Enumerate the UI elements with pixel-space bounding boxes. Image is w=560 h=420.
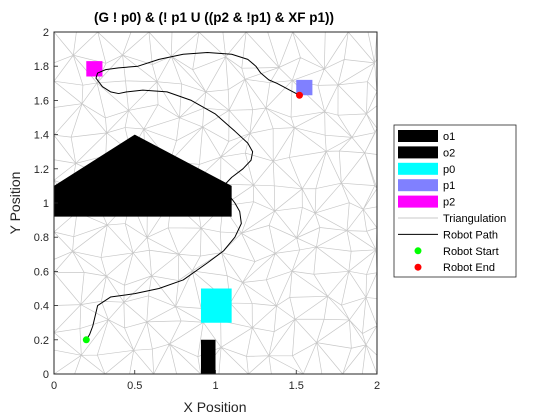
legend-label: o1 (443, 131, 455, 143)
legend-label: Robot Start (443, 246, 499, 258)
y-tick-label: 1.2 (34, 164, 49, 176)
y-tick-label: 1.6 (34, 95, 49, 107)
y-tick-label: 1.8 (34, 61, 49, 73)
x-tick-label: 0 (51, 380, 57, 392)
legend-item-o1: o1 (398, 130, 455, 143)
robot-path-line (85, 52, 300, 341)
y-tick-label: 1 (43, 198, 49, 210)
legend-swatch (398, 179, 438, 192)
legend-item-robot-start: Robot Start (414, 246, 499, 258)
y-tick-label: 0 (43, 369, 49, 381)
legend-label: p1 (443, 180, 455, 192)
y-ticks: 0 0.2 0.4 0.6 0.8 1 1.2 1.4 1.6 1.8 2 (34, 27, 58, 381)
legend-item-robot-end: Robot End (414, 262, 495, 274)
region-p1 (296, 79, 313, 96)
x-tick-label: 0.5 (127, 380, 142, 392)
marker-layer (82, 91, 303, 344)
legend-item-triangulation: Triangulation (398, 213, 506, 225)
y-tick-label: 0.8 (34, 232, 49, 244)
legend-label: o2 (443, 147, 455, 159)
legend-item-p2: p2 (398, 195, 455, 209)
y-tick-label: 0.2 (34, 335, 49, 347)
legend-swatch (398, 162, 438, 175)
region-p0 (200, 288, 232, 323)
legend-label: p0 (443, 164, 455, 176)
x-tick-label: 2 (374, 380, 380, 392)
plot-area (53, 31, 378, 375)
region-p2 (86, 61, 103, 77)
legend-item-p0: p0 (398, 162, 455, 176)
legend-label: Robot End (443, 262, 495, 274)
legend-swatch (398, 130, 438, 142)
legend-item-p1: p1 (398, 179, 455, 192)
legend-label: Robot Path (443, 229, 498, 241)
legend-label: Triangulation (443, 213, 506, 225)
robot-start-marker (82, 336, 90, 344)
legend-item-robot-path: Robot Path (398, 229, 498, 241)
y-tick-label: 2 (43, 27, 49, 39)
region-layer (54, 61, 313, 374)
legend-item-o2: o2 (398, 146, 455, 159)
y-tick-label: 0.6 (34, 266, 49, 278)
y-tick-label: 1.4 (34, 130, 49, 142)
x-axis-label: X Position (183, 399, 246, 415)
y-tick-label: 0.4 (34, 301, 49, 313)
legend: o1 o2 p0 p1 p2 Triangulation Robot Path Robot S… (393, 124, 517, 278)
legend-label: p2 (443, 197, 455, 209)
x-tick-label: 1.5 (289, 380, 304, 392)
robot-end-marker (295, 91, 303, 99)
legend-swatch (414, 247, 422, 255)
legend-swatch (398, 146, 438, 159)
path-layer (85, 52, 300, 341)
chart-title: (G ! p0) & (! p1 U ((p2 & !p1) & XF p1)) (94, 10, 334, 25)
x-tick-label: 1 (212, 380, 218, 392)
legend-swatch (414, 263, 422, 271)
x-ticks: 0 0.5 1 1.5 2 (51, 370, 380, 392)
region-o1 (54, 134, 232, 217)
region-o2 (200, 339, 216, 374)
y-axis-label: Y Position (7, 172, 23, 235)
legend-swatch (398, 195, 438, 208)
